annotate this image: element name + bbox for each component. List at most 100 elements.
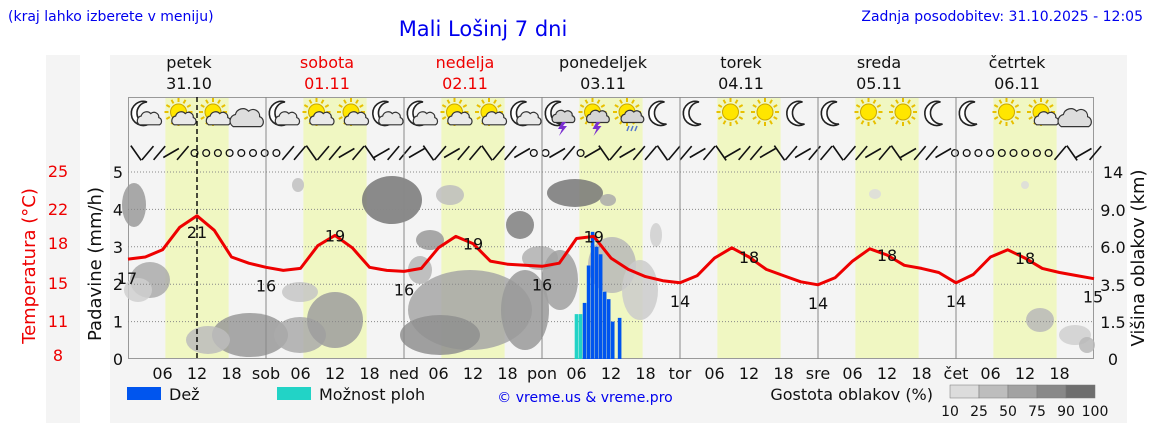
day-name: nedelja [436, 53, 495, 72]
moon-icon [682, 100, 702, 127]
sun-ray [165, 104, 171, 108]
wind-barb-icon [141, 145, 155, 161]
moon-storm-icon [544, 100, 576, 136]
wind-barb-shaft [141, 145, 155, 161]
wind-barb-icon [1053, 145, 1067, 161]
cloud-height-tick: 1.5 [1100, 313, 1125, 332]
day-abbr-label: sre [806, 364, 830, 383]
hour-tick-label: 12 [601, 364, 621, 383]
moon-cloud-icon [268, 100, 301, 127]
sun-ray [757, 99, 761, 104]
cloud-shape [229, 108, 264, 128]
cloud-height-tick: 3.5 [1100, 276, 1125, 295]
day-header: četrtek 06.11 [989, 53, 1047, 93]
sun-ray [217, 99, 221, 104]
wind-barb-shaft [433, 145, 447, 161]
wind-barb-shaft [481, 145, 493, 161]
wind-barb-icon [1075, 147, 1092, 159]
hour-tick-label: 18 [773, 364, 793, 383]
wind-barb-icon [387, 145, 400, 161]
wind-barb-shaft [644, 145, 658, 161]
cloud-density-blob [122, 183, 146, 227]
wind-barb-icon [843, 145, 857, 161]
day-abbr-label: tor [669, 364, 692, 383]
wind-barb-icon [794, 147, 812, 159]
sun-ray [355, 99, 359, 104]
day-abbr-label: pon [527, 364, 557, 383]
temperature-label: 16 [532, 275, 552, 294]
sun-ray [584, 99, 589, 104]
sun-disc [894, 103, 912, 121]
temp-axis-label: Temperatura (°C) [19, 188, 40, 345]
wind-barb-icon [773, 145, 786, 161]
sun-ray [911, 116, 916, 120]
precip-axis-tick: 3 [113, 238, 123, 257]
sun-cloud-icon [440, 98, 473, 126]
sun-ray [458, 99, 463, 104]
wind-barb-shaft [679, 145, 693, 161]
last-update: Zadnja posodobitev: 31.10.2025 - 12:05 [861, 9, 1143, 25]
wind-barb-shaft [338, 147, 355, 159]
temperature-label: 18 [739, 248, 759, 267]
hour-tick-label: 06 [152, 364, 172, 383]
sun-ray [1014, 104, 1020, 108]
moon-crescent [820, 100, 840, 127]
day-date: 03.11 [580, 74, 626, 93]
precipitation-bar [610, 321, 615, 359]
rain-drop [634, 125, 638, 132]
wind-barb-icon [715, 145, 727, 161]
temperature-label: 16 [394, 280, 414, 299]
day-name: petek [166, 53, 212, 72]
sun-ray [338, 104, 343, 108]
calm-wind-icon [997, 148, 1006, 158]
wind-barb-shaft [935, 147, 952, 159]
sun-ray [320, 99, 325, 104]
moon-icon [958, 100, 978, 127]
page-title: Mali Lošinj 7 dni [399, 17, 568, 41]
hour-tick-label: 12 [877, 364, 897, 383]
precipitation-bar [598, 254, 603, 359]
wind-barb-shaft [408, 147, 425, 159]
credit-link[interactable]: © vreme.us & vreme.pro [497, 390, 672, 406]
cloud-density-label: Gostota oblakov (%) [770, 385, 933, 404]
wind-barb-icon [373, 147, 390, 159]
sun-ray [600, 104, 606, 108]
moon-crescent [924, 100, 943, 127]
temperature-label: 18 [877, 246, 897, 265]
wind-barb-shaft [864, 147, 882, 159]
wind-barb-icon [679, 145, 693, 161]
sun-cloud-icon [302, 98, 335, 126]
cloud-height-label: Višina oblakov (km) [1128, 169, 1149, 346]
sun-ray [890, 104, 895, 108]
sun-ray [1033, 99, 1037, 104]
menu-hint[interactable]: (kraj lahko izberete v meniju) [8, 9, 214, 25]
density-step-label: 90 [1057, 404, 1075, 420]
temperature-label: 14 [808, 294, 828, 313]
calm-wind-icon [1032, 148, 1041, 158]
day-date: 04.11 [718, 74, 764, 93]
wind-barb-shaft [913, 145, 927, 161]
temperature-label: 19 [463, 235, 483, 254]
density-step-label: 10 [941, 404, 959, 420]
sun-ray [1010, 99, 1015, 104]
sun-ray [205, 99, 209, 104]
wind-barb-icon [457, 145, 470, 161]
wind-barb-shaft [504, 145, 517, 161]
sun-ray [170, 99, 175, 104]
cloud-density-blob [292, 178, 304, 192]
sun-ray [895, 120, 899, 125]
temperature-label: 14 [946, 292, 966, 311]
wind-barb-shaft [328, 145, 342, 161]
sun-disc [998, 103, 1015, 121]
sun-ray [734, 120, 739, 125]
density-step-label: 75 [1028, 404, 1046, 420]
wind-barb-icon [644, 145, 658, 161]
wind-barb-shaft [1089, 145, 1102, 161]
sun-ray [462, 104, 468, 108]
wind-barb-icon [1089, 145, 1102, 161]
rain-drop [630, 125, 634, 132]
sun-ray [876, 116, 882, 120]
day-abbr-label: sob [252, 364, 280, 383]
wind-barb-icon [819, 145, 833, 161]
cloud-density-blob [869, 189, 881, 199]
